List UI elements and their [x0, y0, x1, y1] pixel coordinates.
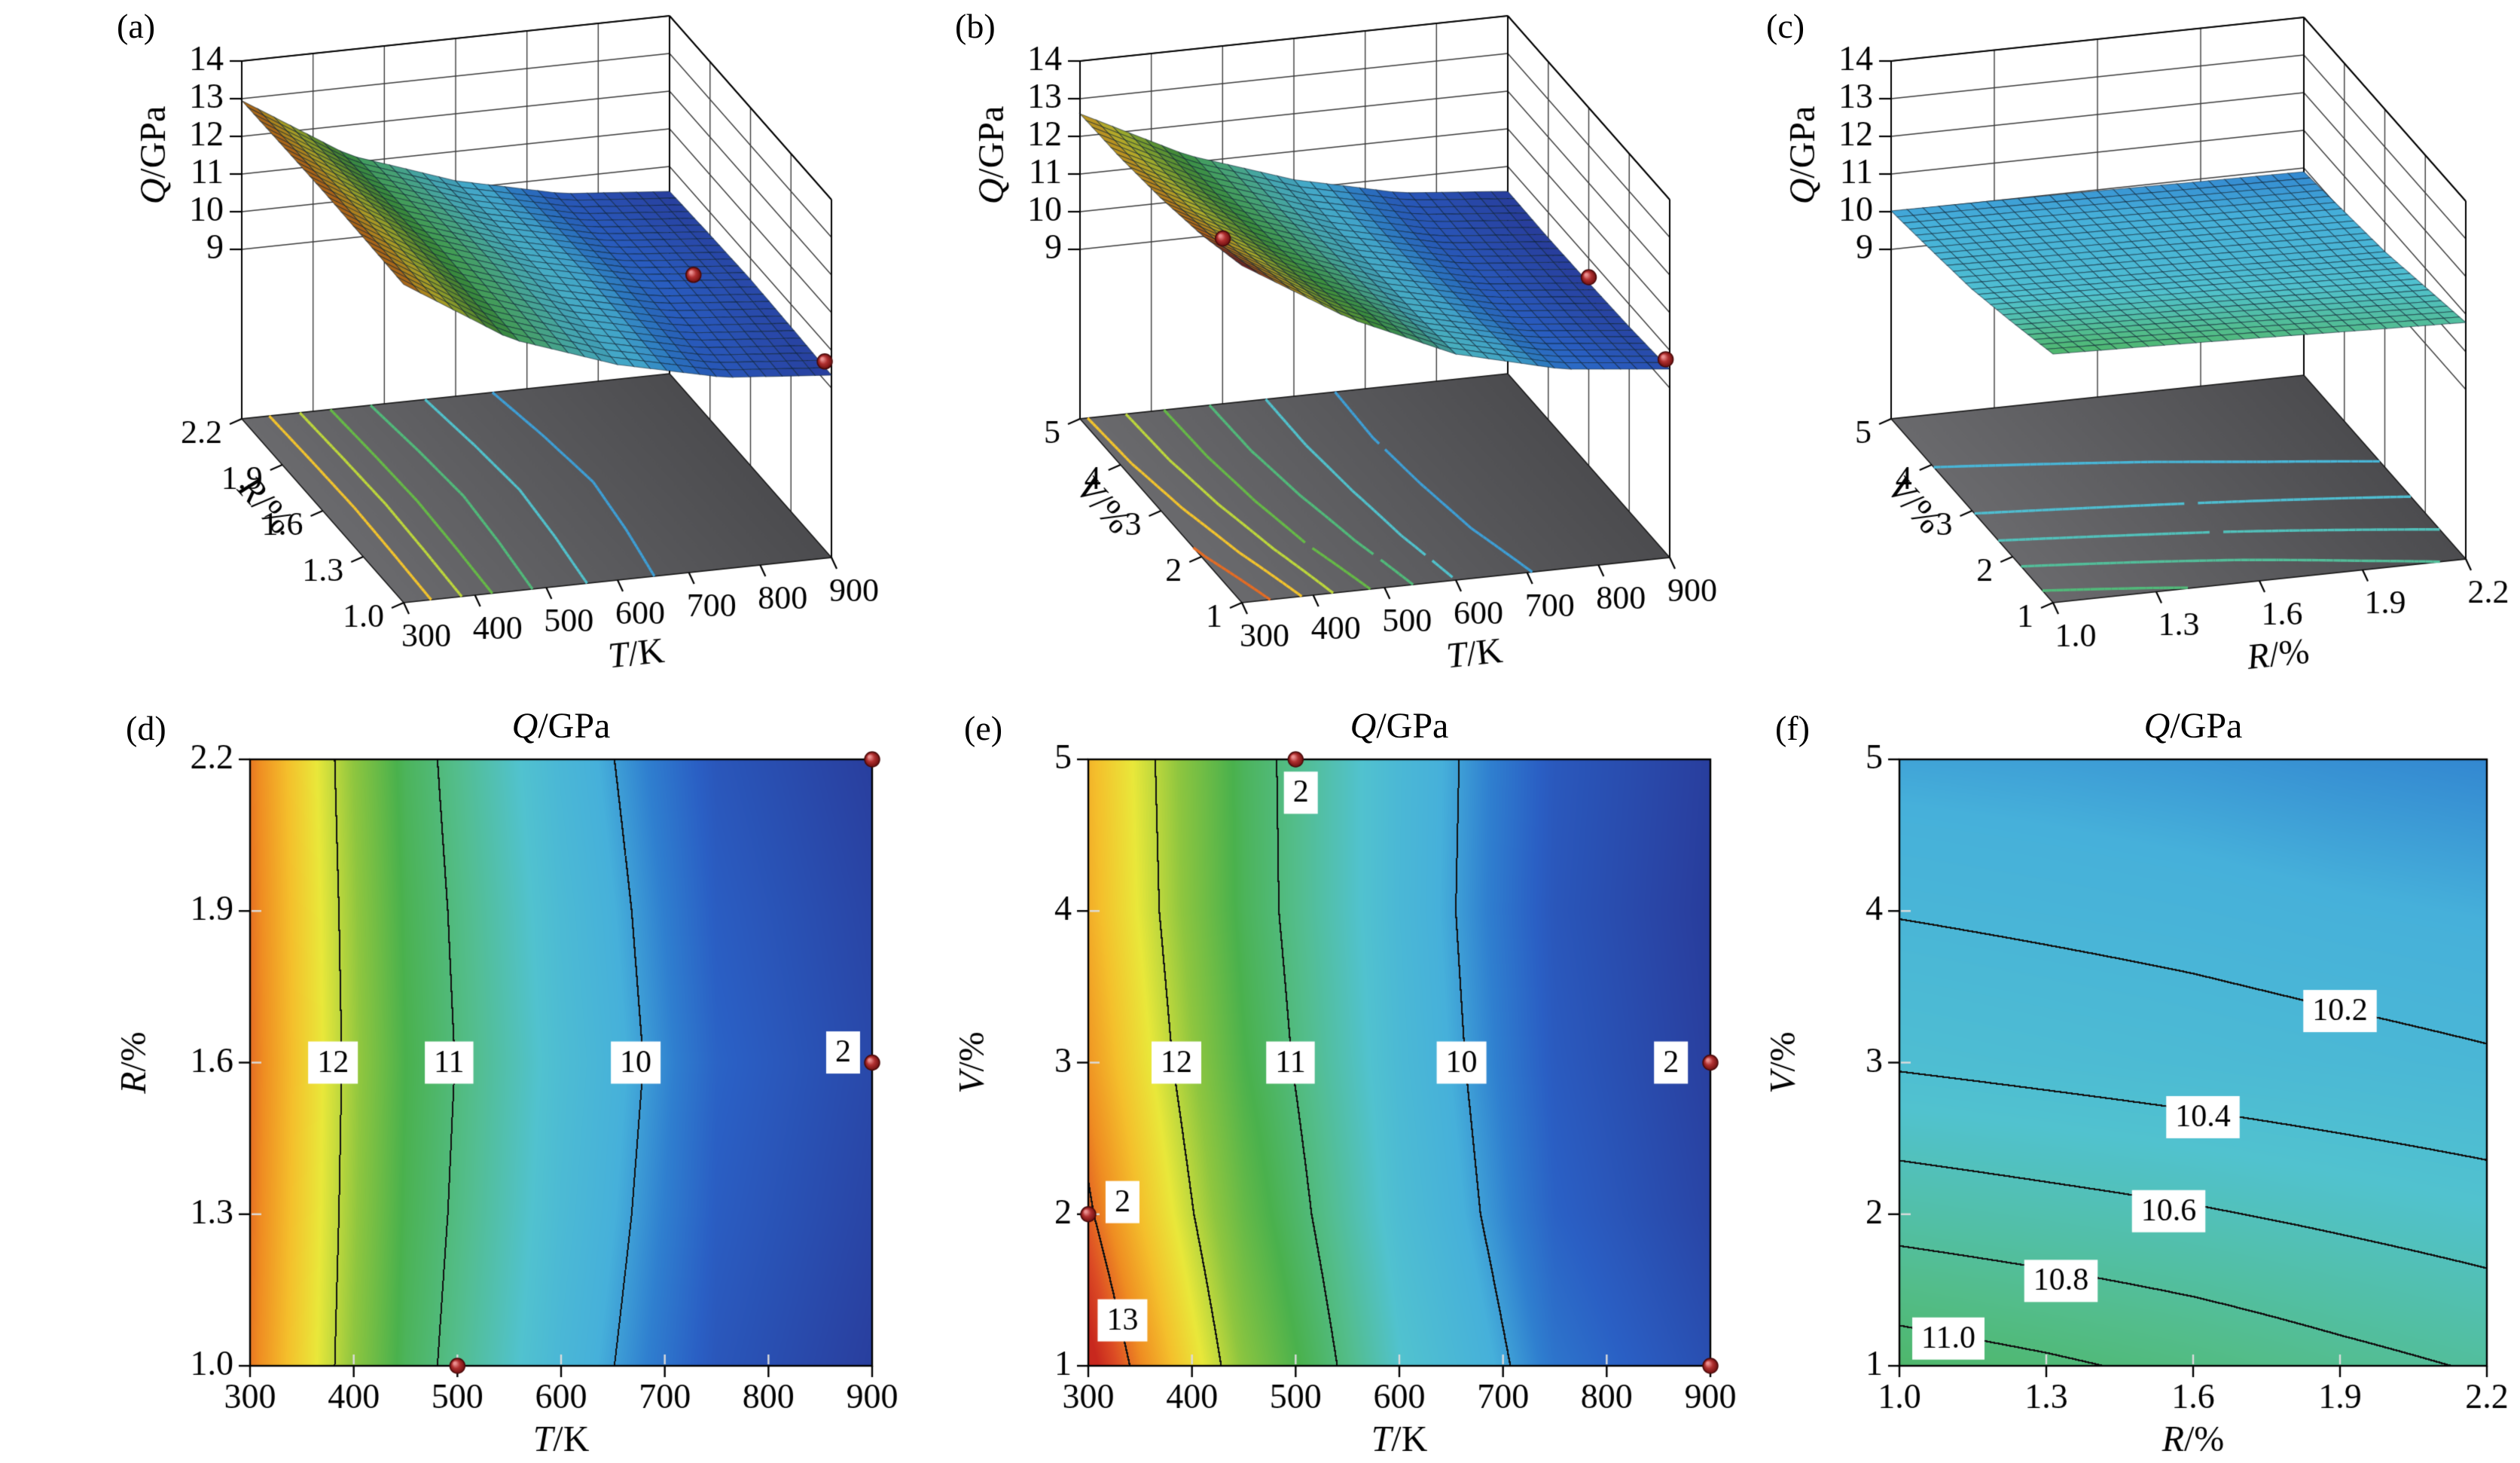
panel-e-title-italic: Q [1350, 706, 1377, 746]
panel-f-letter: (f) [1775, 709, 1810, 747]
panel-e-letter: (e) [964, 709, 1003, 747]
panel-d-canvas [41, 693, 915, 1463]
panel-a-canvas [41, 0, 915, 708]
panel-a-letter: (a) [117, 7, 156, 45]
panel-d-title-rest: /GPa [538, 706, 611, 746]
panel-f-title: Q/GPa [1899, 705, 2487, 747]
panel-b-canvas [880, 0, 1753, 708]
panel-e-canvas [880, 693, 1753, 1463]
panel-e-title: Q/GPa [1088, 705, 1710, 747]
panel-e-title-rest: /GPa [1376, 706, 1449, 746]
panel-d-title-italic: Q [511, 706, 538, 746]
panel-c-letter: (c) [1766, 7, 1805, 45]
panel-b-letter: (b) [955, 7, 996, 45]
panel-f-canvas [1691, 693, 2520, 1463]
panel-d-letter: (d) [126, 709, 166, 747]
panel-f-title-italic: Q [2143, 706, 2171, 746]
panel-d-title: Q/GPa [250, 705, 872, 747]
panel-c-canvas [1691, 0, 2520, 708]
panel-f-title-rest: /GPa [2170, 706, 2243, 746]
